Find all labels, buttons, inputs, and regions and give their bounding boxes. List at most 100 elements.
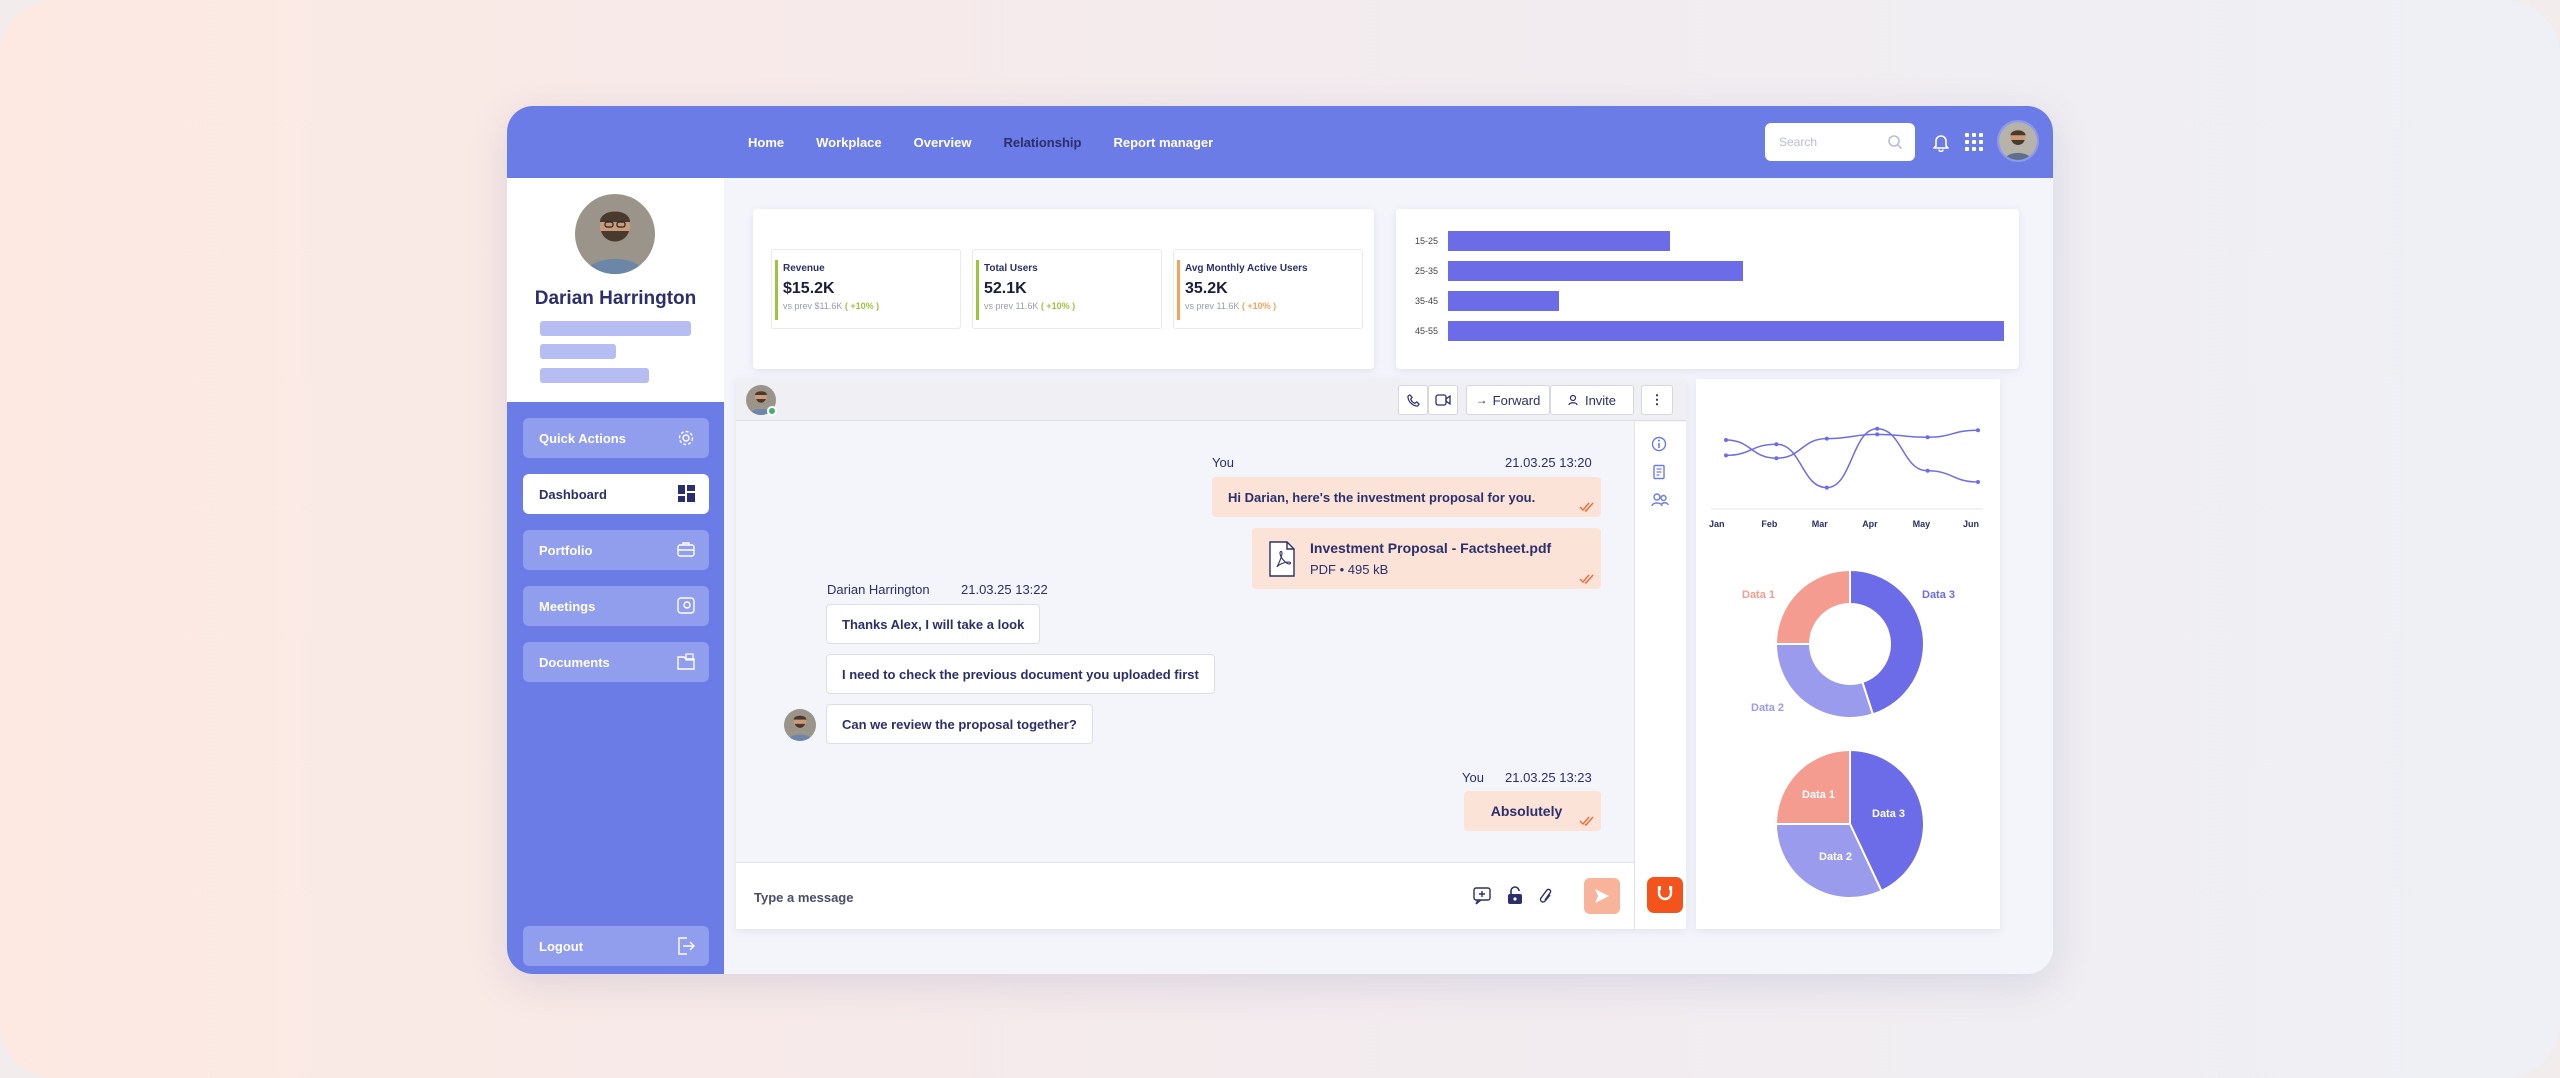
series-point <box>1925 435 1930 440</box>
bar-category-label: 25-35 <box>1415 266 1439 276</box>
video-call-button[interactable] <box>1428 385 1458 415</box>
x-tick-label: Mar <box>1811 519 1828 529</box>
pdf-file-icon <box>1269 540 1295 577</box>
bar <box>1448 321 2004 341</box>
kpi-label: Revenue <box>783 263 825 274</box>
send-button[interactable] <box>1584 878 1620 914</box>
bar <box>1448 231 1671 251</box>
nav-report-manager[interactable]: Report manager <box>1113 134 1214 150</box>
dashboard-icon <box>678 485 695 502</box>
nav-overview[interactable]: Overview <box>913 134 972 150</box>
search-icon[interactable] <box>1887 134 1903 150</box>
incoming-message: Can we review the proposal together? <box>826 704 1093 744</box>
pie-label-data3: Data 3 <box>1872 808 1906 820</box>
message-sender: Darian Harrington <box>827 582 930 597</box>
forward-button[interactable]: → Forward <box>1466 385 1550 415</box>
sidebar-item-label: Meetings <box>539 598 596 614</box>
profile-avatar <box>575 194 655 274</box>
series-point <box>1824 485 1829 490</box>
bar <box>1448 261 1743 281</box>
message-text: I need to check the previous document yo… <box>842 666 1199 682</box>
message-composer[interactable]: Type a message <box>736 862 1634 929</box>
briefcase-icon <box>677 542 695 557</box>
documents-icon <box>677 653 695 670</box>
kpi-total-users: Total Users 52.1K vs prev 11.6K ( +10% ) <box>972 249 1162 329</box>
series-point <box>1925 468 1930 473</box>
outgoing-message: Absolutely <box>1464 791 1601 831</box>
series-point <box>1875 432 1880 437</box>
read-receipt-icon <box>1579 816 1594 826</box>
placeholder-bar <box>540 321 691 336</box>
sender-avatar <box>784 709 816 741</box>
search-placeholder: Search <box>1779 135 1818 149</box>
read-receipt-icon <box>1579 502 1594 512</box>
participants-icon[interactable] <box>1651 492 1669 508</box>
series-point <box>1774 456 1779 461</box>
sidebar-item-label: Quick Actions <box>539 430 626 446</box>
nav-workplace[interactable]: Workplace <box>816 134 882 150</box>
add-comment-icon[interactable] <box>1473 887 1491 905</box>
apps-grid-icon[interactable] <box>1965 133 1983 151</box>
smiley-bot-icon <box>1657 886 1673 901</box>
kpi-revenue: Revenue $15.2K vs prev $11.6K ( +10% ) <box>771 249 961 329</box>
kpi-compare-text: vs prev 11.6K <box>1185 301 1240 311</box>
logout-label: Logout <box>539 938 584 954</box>
more-options-button[interactable]: ⋮ <box>1641 385 1673 415</box>
kpi-label: Total Users <box>984 263 1038 274</box>
kpi-accent <box>775 260 778 320</box>
kpi-value: 52.1K <box>984 280 1027 297</box>
charts-panel: Jan Feb Mar Apr May Jun Data 1 Data 3 Data 2 … <box>1696 379 2000 929</box>
kpi-value: 35.2K <box>1185 280 1228 297</box>
file-info: Investment Proposal - Factsheet.pdf PDF … <box>1310 540 1551 577</box>
series-point <box>1724 438 1728 442</box>
gear-icon <box>678 430 694 446</box>
paperclip-icon[interactable] <box>1539 886 1553 906</box>
slice-data-1 <box>1774 568 1851 645</box>
main-nav: Home Workplace Overview Relationship Rep… <box>748 106 1213 178</box>
nav-home[interactable]: Home <box>748 134 785 150</box>
kpi-compare-text: vs prev $11.6K <box>783 301 843 311</box>
pie-label-data1: Data 1 <box>1802 789 1836 801</box>
kpi-card: Revenue $15.2K vs prev $11.6K ( +10% ) T… <box>753 209 1374 369</box>
file-attachment-message[interactable]: Investment Proposal - Factsheet.pdf PDF … <box>1252 528 1601 589</box>
user-avatar[interactable] <box>1997 120 2039 162</box>
notes-icon[interactable] <box>1651 464 1667 480</box>
bar-category-label: 45-55 <box>1415 326 1439 336</box>
chat-side-toolbar <box>1634 422 1686 929</box>
sidebar: Darian Harrington Quick Actions Dashboar… <box>507 178 724 974</box>
sidebar-item-label: Portfolio <box>539 542 593 558</box>
series-point <box>1976 428 1980 433</box>
logout-button[interactable]: Logout <box>523 926 709 966</box>
phone-icon <box>1406 393 1420 407</box>
search-box[interactable]: Search <box>1765 123 1915 161</box>
message-input[interactable]: Type a message <box>754 890 854 905</box>
nav-relationship[interactable]: Relationship <box>1003 134 1082 150</box>
call-button[interactable] <box>1398 385 1428 415</box>
x-tick-label: Jun <box>1963 519 1980 529</box>
kpi-change: ( +10% ) <box>844 301 880 311</box>
kpi-label: Avg Monthly Active Users <box>1185 263 1308 274</box>
sidebar-item-documents[interactable]: Documents <box>523 642 709 682</box>
slice-data-2 <box>1774 823 1883 899</box>
assistant-bot-button[interactable] <box>1647 877 1683 913</box>
sidebar-item-meetings[interactable]: Meetings <box>523 586 709 626</box>
message-text: Absolutely <box>1490 803 1563 819</box>
sidebar-item-quick-actions[interactable]: Quick Actions <box>523 418 709 458</box>
sidebar-item-label: Dashboard <box>539 486 607 502</box>
invite-button[interactable]: Invite <box>1550 385 1634 415</box>
incoming-message: I need to check the previous document yo… <box>826 654 1215 694</box>
x-tick-label: Feb <box>1761 519 1778 529</box>
add-user-icon <box>1568 394 1578 406</box>
bell-icon[interactable] <box>1932 132 1950 152</box>
placeholder-bar <box>540 344 616 359</box>
sidebar-item-portfolio[interactable]: Portfolio <box>523 530 709 570</box>
donut-label-data2: Data 2 <box>1751 702 1785 714</box>
unlock-icon[interactable] <box>1507 886 1523 905</box>
profile-name: Darian Harrington <box>534 288 697 309</box>
slice-data-3 <box>1849 568 1925 716</box>
sidebar-item-dashboard[interactable]: Dashboard <box>523 474 709 514</box>
profile-panel: Darian Harrington <box>507 178 724 402</box>
app-window: Home Workplace Overview Relationship Rep… <box>507 106 2053 974</box>
series-point <box>1824 436 1829 441</box>
info-icon[interactable] <box>1651 436 1667 452</box>
